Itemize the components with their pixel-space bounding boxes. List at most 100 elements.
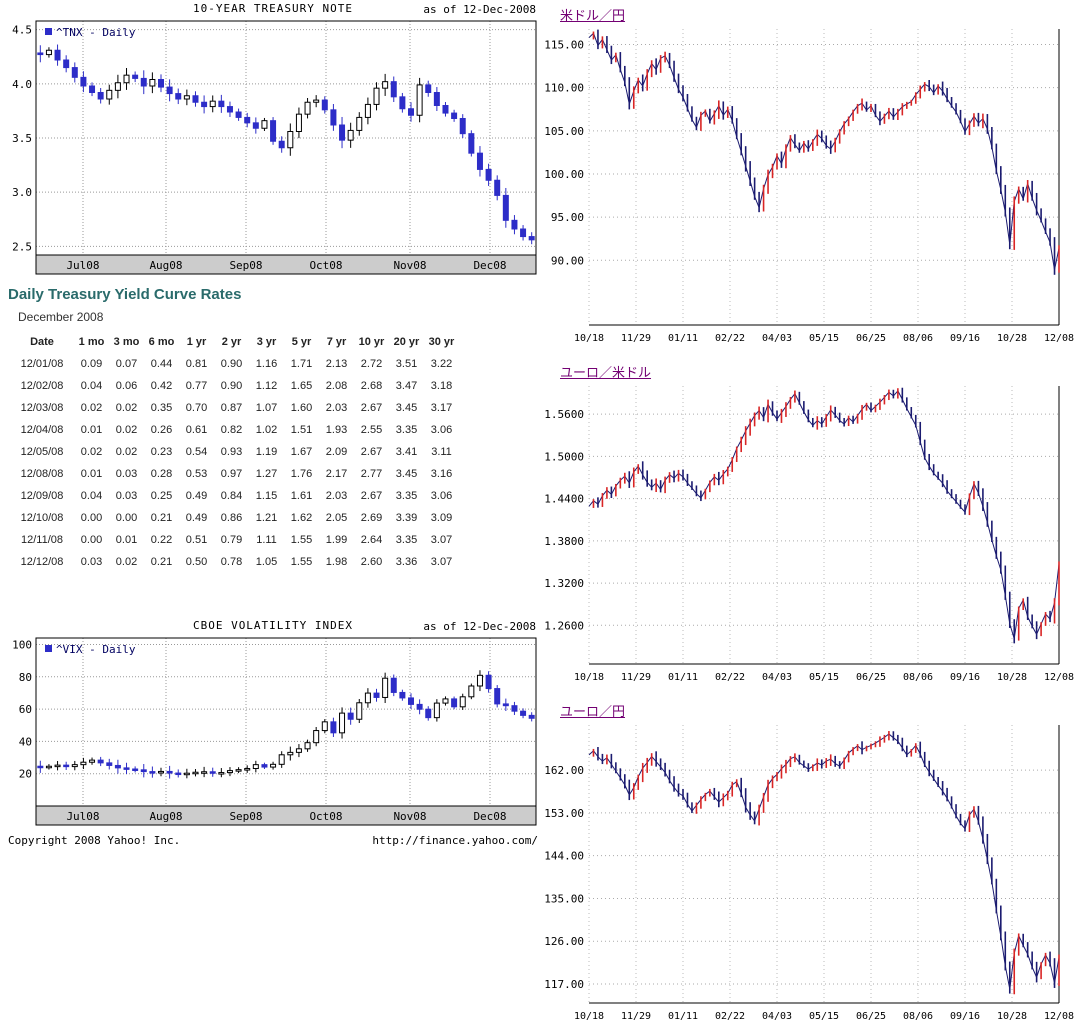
eurusd-candle-bars <box>592 387 1060 644</box>
yield-cell: 0.03 <box>115 468 138 480</box>
yield-cell: 0.61 <box>185 424 208 436</box>
svg-text:95.00: 95.00 <box>551 211 584 224</box>
yield-cell: 1.62 <box>290 512 313 524</box>
yield-cell: 2.05 <box>325 512 348 524</box>
yield-cell: 0.01 <box>115 534 138 546</box>
yield-cell: 0.49 <box>185 490 208 502</box>
svg-text:02/22: 02/22 <box>715 1011 745 1022</box>
yield-cell: 0.01 <box>80 424 103 436</box>
yield-cell: 1.60 <box>290 402 313 414</box>
table-row: 12/11/08 0.00 0.01 0.22 0.51 0.79 1.11 1.55 1.99… <box>10 529 459 551</box>
table-row: 12/08/08 0.01 0.03 0.28 0.53 0.97 1.27 1.76 2.17… <box>10 463 459 485</box>
yield-cell: 3.39 <box>395 512 418 524</box>
svg-text:Oct08: Oct08 <box>309 810 342 823</box>
vix-chart-asof: as of 12-Dec-2008 <box>423 620 536 633</box>
yield-cell: 0.00 <box>80 534 103 546</box>
yield-col-header: 3 mo <box>113 336 140 348</box>
yield-cell: 1.61 <box>290 490 313 502</box>
yield-cell: 2.68 <box>360 380 383 392</box>
svg-text:08/06: 08/06 <box>903 672 933 683</box>
vix-chart-canvas: 100 80 60 40 20 Jul08 Aug08 Sep08 Oct08 Nov08 Dec0… <box>12 637 537 826</box>
svg-text:04/03: 04/03 <box>762 333 792 344</box>
svg-text:06/25: 06/25 <box>856 672 886 683</box>
svg-text:04/03: 04/03 <box>762 1011 792 1022</box>
yield-date-cell: 12/03/08 <box>20 402 64 414</box>
vix-chart-header: CBOE VOLATILITY INDEX as of 12-Dec-2008 <box>8 619 538 636</box>
eurusd-chart-section: ユーロ／米ドル 1.5600 1.5000 1.4400 1.3800 1.3200 1.… <box>545 357 1081 686</box>
svg-text:1.5600: 1.5600 <box>545 408 584 421</box>
yield-cell: 0.35 <box>150 402 173 414</box>
yield-cell: 1.19 <box>255 446 278 458</box>
tnx-chart-title: 10-YEAR TREASURY NOTE <box>192 2 354 15</box>
yield-cell: 0.07 <box>115 358 138 370</box>
svg-text:01/11: 01/11 <box>668 672 698 683</box>
svg-text:135.00: 135.00 <box>545 892 584 905</box>
svg-text:2.5: 2.5 <box>12 240 32 253</box>
yield-date-cell: 12/11/08 <box>20 534 63 546</box>
svg-text:20: 20 <box>19 768 32 781</box>
eurjpy-chart-link[interactable]: ユーロ／円 <box>560 704 626 719</box>
yield-cell: 1.67 <box>290 446 313 458</box>
svg-text:100.00: 100.00 <box>545 168 584 181</box>
yield-cell: 0.86 <box>220 512 243 524</box>
tnx-grid: 4.5 4.0 3.5 3.0 2.5 <box>12 21 536 255</box>
svg-text:12/08: 12/08 <box>1044 333 1074 344</box>
yield-cell: 2.03 <box>325 490 348 502</box>
usdjpy-price-line <box>588 32 1060 270</box>
yield-cell: 0.90 <box>220 380 243 392</box>
yield-cell: 2.67 <box>360 446 383 458</box>
yield-col-header: Date <box>30 336 54 348</box>
yield-cell: 3.35 <box>395 534 418 546</box>
yield-col-header: 6 mo <box>148 336 175 348</box>
yield-cell: 2.77 <box>360 468 383 480</box>
yield-cell: 0.09 <box>80 358 103 370</box>
yield-cell: 0.03 <box>115 490 138 502</box>
yield-cell: 0.28 <box>150 468 173 480</box>
yield-cell: 0.03 <box>80 556 103 568</box>
svg-text:40: 40 <box>19 735 32 748</box>
yield-cell: 0.23 <box>150 446 173 458</box>
yield-col-header: 5 yr <box>291 336 312 348</box>
svg-text:05/15: 05/15 <box>809 672 839 683</box>
yield-cell: 0.06 <box>115 380 138 392</box>
yield-date-cell: 12/05/08 <box>20 446 64 458</box>
tnx-xaxis-band <box>35 254 537 275</box>
yield-cell: 0.22 <box>150 534 173 546</box>
svg-text:08/06: 08/06 <box>903 333 933 344</box>
svg-text:1.2600: 1.2600 <box>545 619 584 632</box>
yield-cell: 1.21 <box>255 512 278 524</box>
eurusd-grid: 1.5600 1.5000 1.4400 1.3800 1.3200 1.2600 10/1… <box>545 386 1074 683</box>
eurusd-chart-link[interactable]: ユーロ／米ドル <box>560 365 652 380</box>
svg-text:Aug08: Aug08 <box>149 810 182 823</box>
svg-text:60: 60 <box>19 703 32 716</box>
yield-cell: 1.65 <box>290 380 313 392</box>
left-column: 10-YEAR TREASURY NOTE as of 12-Dec-2008 … <box>8 2 538 847</box>
yield-col-header: 20 yr <box>393 336 420 348</box>
yield-cell: 1.12 <box>255 380 278 392</box>
yield-cell: 0.02 <box>115 446 138 458</box>
svg-text:08/06: 08/06 <box>903 1011 933 1022</box>
usdjpy-chart-link[interactable]: 米ドル／円 <box>560 8 626 23</box>
yield-cell: 3.07 <box>430 534 453 546</box>
yield-cell: 0.02 <box>115 556 138 568</box>
yield-cell: 2.60 <box>360 556 383 568</box>
yield-cell: 2.69 <box>360 512 383 524</box>
usdjpy-chart-canvas: 115.00 110.00 105.00 100.00 95.00 90.00 10/18 1… <box>545 29 1074 344</box>
svg-text:1.3200: 1.3200 <box>545 577 584 590</box>
yield-cell: 0.77 <box>185 380 208 392</box>
yield-cell: 0.97 <box>220 468 243 480</box>
eurusd-price-line <box>588 390 1060 639</box>
yield-cell: 0.87 <box>220 402 243 414</box>
svg-text:Nov08: Nov08 <box>393 259 426 272</box>
yield-cell: 0.54 <box>185 446 208 458</box>
usdjpy-candle-bars <box>592 29 1060 275</box>
yield-cell: 3.06 <box>430 490 453 502</box>
svg-text:Jul08: Jul08 <box>66 259 99 272</box>
yield-cell: 2.67 <box>360 490 383 502</box>
svg-text:115.00: 115.00 <box>545 39 584 52</box>
vix-chart-section: CBOE VOLATILITY INDEX as of 12-Dec-2008 … <box>8 619 538 828</box>
svg-text:1.4400: 1.4400 <box>545 493 584 506</box>
svg-text:Nov08: Nov08 <box>393 810 426 823</box>
yield-cell: 3.45 <box>395 402 418 414</box>
yield-cell: 2.55 <box>360 424 383 436</box>
